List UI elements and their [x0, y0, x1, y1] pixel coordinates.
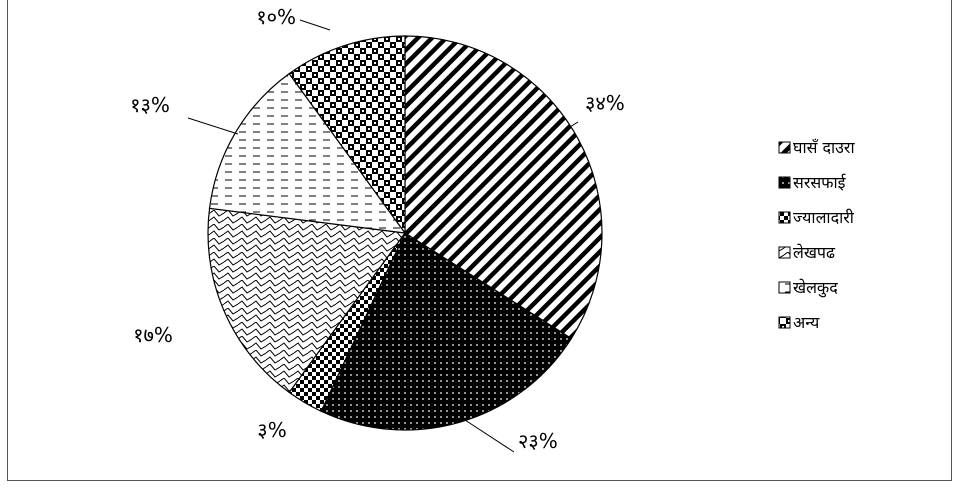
- legend-label: लेखपढ: [793, 243, 836, 262]
- legend-label: अन्य: [793, 313, 820, 332]
- leader-line: [187, 117, 239, 135]
- data-label: १३%: [130, 93, 170, 117]
- leader-line: [564, 121, 579, 131]
- legend-swatch: [778, 141, 791, 154]
- legend-label: सरसफाई: [793, 173, 847, 192]
- data-label: ३४%: [585, 91, 625, 115]
- data-label: १७%: [133, 323, 173, 347]
- slice-lekhpadh: [207, 207, 407, 394]
- leader-line: [299, 19, 331, 31]
- slice-ghasdaura: [404, 35, 603, 340]
- data-label: ३%: [257, 418, 286, 442]
- slice-sarasafai: [320, 232, 573, 431]
- legend-label: ज्यालादारी: [793, 208, 855, 227]
- chart-frame: [7, 0, 952, 481]
- legend-swatch: [778, 246, 791, 259]
- data-label: १०%: [256, 5, 296, 29]
- legend-label: घासँ दाउरा: [793, 138, 855, 157]
- leader-line: [464, 419, 515, 453]
- slice-anya: [288, 35, 406, 235]
- legend-swatch: [778, 281, 791, 294]
- legend-swatch: [778, 176, 791, 189]
- legend-label: खेलकुद: [793, 278, 838, 298]
- data-label: २३%: [518, 429, 558, 453]
- legend-swatch: [778, 211, 791, 224]
- legend-swatch: [778, 316, 791, 329]
